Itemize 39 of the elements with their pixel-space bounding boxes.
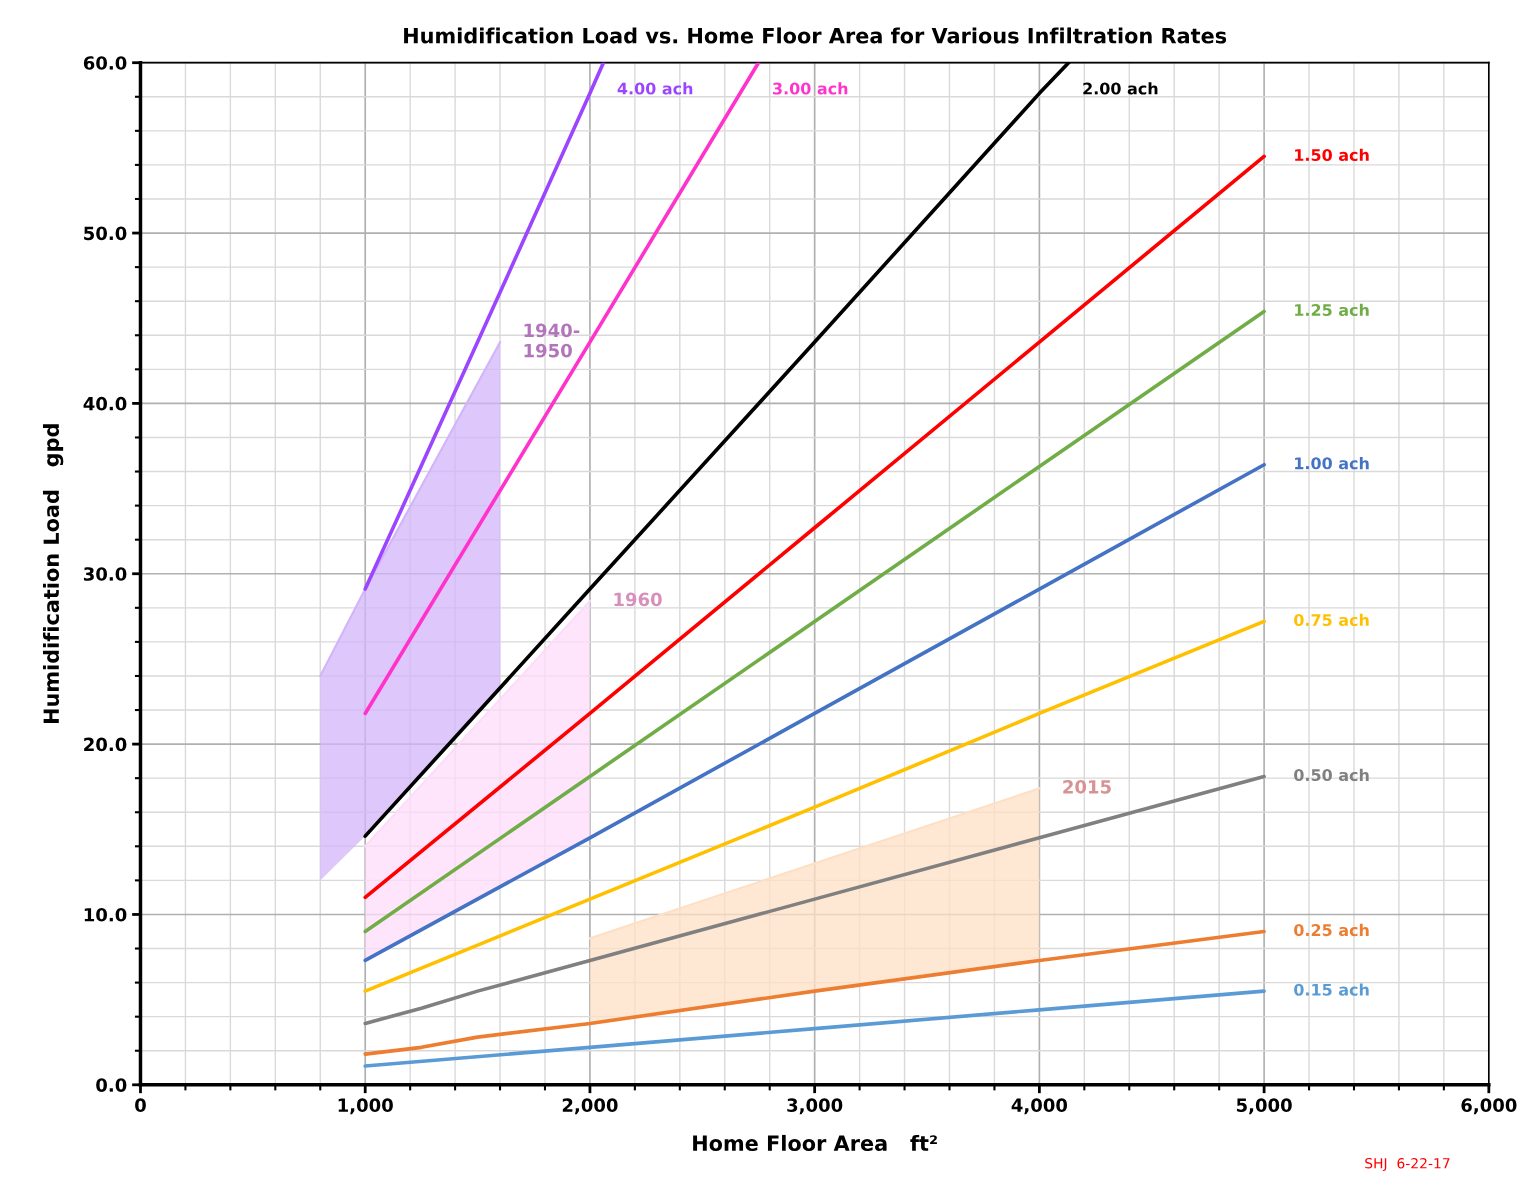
y-tick-label: 20.0	[84, 737, 127, 752]
y-axis-title: Humidification Load gpd	[42, 424, 64, 724]
x-tick-label: 4,000	[1011, 1098, 1068, 1115]
series-label: 2015	[1063, 779, 1111, 794]
x-tick-label: 6,000	[1461, 1098, 1517, 1115]
x-axis-title: Home Floor Area ft²	[693, 1134, 937, 1152]
y-tick-label: 40.0	[83, 396, 127, 411]
x-tick-label: 2,000	[562, 1098, 618, 1115]
x-tick-label: 5,000	[1236, 1098, 1292, 1115]
chart-title: Humidification Load vs. Home Floor Area for Various Infiltration Rates	[404, 27, 1227, 44]
line-series	[363, 774, 1266, 1026]
line-series	[363, 62, 606, 591]
series-label: 1960	[614, 592, 662, 607]
line-series	[363, 462, 1266, 963]
series-label: 1.00 ach	[1295, 457, 1369, 470]
line-series	[363, 619, 1266, 993]
series-label: 4.00 ach	[617, 82, 693, 95]
line-series	[363, 309, 1266, 934]
series-label: 3.00 ach	[773, 82, 848, 95]
line-series	[363, 929, 1266, 1056]
y-tick-label: 0.0	[96, 1078, 127, 1092]
text: SHJ 6-22-17	[1365, 1157, 1450, 1172]
y-tick-label: 60.0	[83, 56, 127, 70]
series-label: 1.25 ach	[1295, 303, 1369, 317]
series-label: 0.75 ach	[1294, 613, 1369, 627]
line-series	[363, 989, 1266, 1068]
x-tick-label: 3,000	[787, 1098, 843, 1115]
x-tick-label: 0	[135, 1098, 146, 1112]
line-series	[363, 154, 1266, 900]
y-tick-label: 30.0	[83, 567, 127, 581]
series-label: 1.50 ach	[1295, 148, 1369, 162]
series-label: 1940- 1950	[524, 323, 580, 358]
x-tick-label: 1,000	[338, 1098, 393, 1115]
series-label: 2.00 ach	[1083, 82, 1158, 95]
y-tick-label: 10.0	[84, 907, 127, 922]
y-tick-label: 50.0	[84, 226, 127, 241]
series-label: 0.25 ach	[1294, 923, 1369, 937]
series-label: 0.50 ach	[1294, 768, 1369, 782]
series-label: 0.15 ach	[1294, 983, 1369, 996]
